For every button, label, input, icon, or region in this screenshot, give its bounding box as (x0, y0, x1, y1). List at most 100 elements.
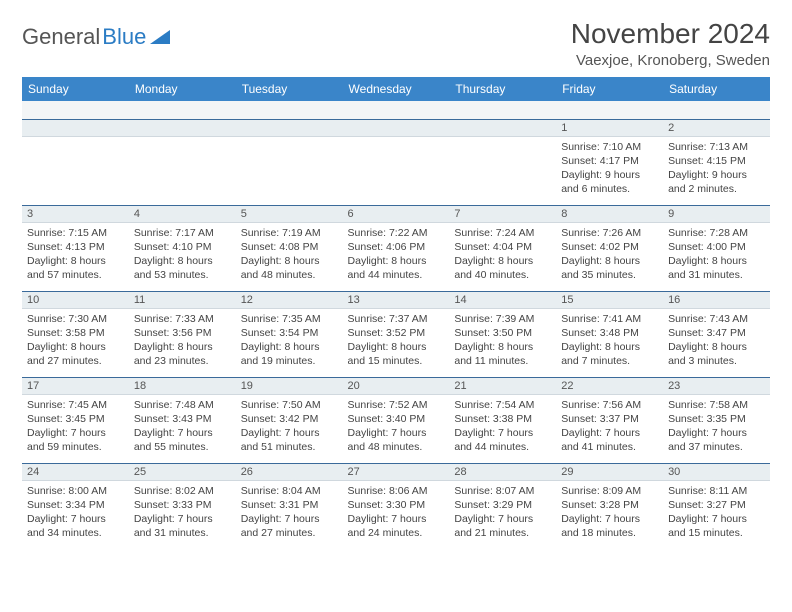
day-details: Sunrise: 7:30 AMSunset: 3:58 PMDaylight:… (22, 309, 129, 373)
day-cell: 25Sunrise: 8:02 AMSunset: 3:33 PMDayligh… (129, 463, 236, 549)
weekday-header-row: SundayMondayTuesdayWednesdayThursdayFrid… (22, 77, 770, 101)
day-details: Sunrise: 8:07 AMSunset: 3:29 PMDaylight:… (449, 481, 556, 545)
logo-text-2: Blue (102, 24, 146, 50)
day-cell: 20Sunrise: 7:52 AMSunset: 3:40 PMDayligh… (343, 377, 450, 463)
day-cell: 8Sunrise: 7:26 AMSunset: 4:02 PMDaylight… (556, 205, 663, 291)
week-row: 10Sunrise: 7:30 AMSunset: 3:58 PMDayligh… (22, 291, 770, 377)
day-cell: 13Sunrise: 7:37 AMSunset: 3:52 PMDayligh… (343, 291, 450, 377)
day-number: 30 (663, 464, 770, 481)
day-details: Sunrise: 8:02 AMSunset: 3:33 PMDaylight:… (129, 481, 236, 545)
week-row: 3Sunrise: 7:15 AMSunset: 4:13 PMDaylight… (22, 205, 770, 291)
spacer-row (22, 101, 770, 119)
day-cell: 9Sunrise: 7:28 AMSunset: 4:00 PMDaylight… (663, 205, 770, 291)
day-number: 11 (129, 292, 236, 309)
day-details: Sunrise: 7:13 AMSunset: 4:15 PMDaylight:… (663, 137, 770, 201)
day-cell: 16Sunrise: 7:43 AMSunset: 3:47 PMDayligh… (663, 291, 770, 377)
day-details: Sunrise: 7:54 AMSunset: 3:38 PMDaylight:… (449, 395, 556, 459)
day-number: 13 (343, 292, 450, 309)
day-details: Sunrise: 8:06 AMSunset: 3:30 PMDaylight:… (343, 481, 450, 545)
day-number: 7 (449, 206, 556, 223)
location: Vaexjoe, Kronoberg, Sweden (571, 52, 770, 69)
day-details: Sunrise: 8:04 AMSunset: 3:31 PMDaylight:… (236, 481, 343, 545)
day-details: Sunrise: 7:15 AMSunset: 4:13 PMDaylight:… (22, 223, 129, 287)
day-details: Sunrise: 7:39 AMSunset: 3:50 PMDaylight:… (449, 309, 556, 373)
day-details: Sunrise: 7:35 AMSunset: 3:54 PMDaylight:… (236, 309, 343, 373)
weekday-header: Thursday (449, 77, 556, 101)
day-cell: 7Sunrise: 7:24 AMSunset: 4:04 PMDaylight… (449, 205, 556, 291)
day-number: 14 (449, 292, 556, 309)
weekday-header: Wednesday (343, 77, 450, 101)
day-number-empty (343, 120, 450, 137)
day-details: Sunrise: 8:09 AMSunset: 3:28 PMDaylight:… (556, 481, 663, 545)
day-cell: 30Sunrise: 8:11 AMSunset: 3:27 PMDayligh… (663, 463, 770, 549)
week-row: 1Sunrise: 7:10 AMSunset: 4:17 PMDaylight… (22, 119, 770, 205)
day-details: Sunrise: 7:41 AMSunset: 3:48 PMDaylight:… (556, 309, 663, 373)
day-number: 25 (129, 464, 236, 481)
day-cell: 1Sunrise: 7:10 AMSunset: 4:17 PMDaylight… (556, 119, 663, 205)
day-cell: 18Sunrise: 7:48 AMSunset: 3:43 PMDayligh… (129, 377, 236, 463)
day-cell (22, 119, 129, 205)
day-number-empty (236, 120, 343, 137)
day-details: Sunrise: 7:24 AMSunset: 4:04 PMDaylight:… (449, 223, 556, 287)
week-row: 17Sunrise: 7:45 AMSunset: 3:45 PMDayligh… (22, 377, 770, 463)
day-cell: 3Sunrise: 7:15 AMSunset: 4:13 PMDaylight… (22, 205, 129, 291)
day-number-empty (129, 120, 236, 137)
day-details: Sunrise: 8:11 AMSunset: 3:27 PMDaylight:… (663, 481, 770, 545)
day-details: Sunrise: 7:50 AMSunset: 3:42 PMDaylight:… (236, 395, 343, 459)
day-details: Sunrise: 7:33 AMSunset: 3:56 PMDaylight:… (129, 309, 236, 373)
weekday-header: Friday (556, 77, 663, 101)
day-number: 18 (129, 378, 236, 395)
weekday-header: Sunday (22, 77, 129, 101)
week-row: 24Sunrise: 8:00 AMSunset: 3:34 PMDayligh… (22, 463, 770, 549)
day-cell (449, 119, 556, 205)
day-details: Sunrise: 7:19 AMSunset: 4:08 PMDaylight:… (236, 223, 343, 287)
day-number: 24 (22, 464, 129, 481)
day-details: Sunrise: 7:56 AMSunset: 3:37 PMDaylight:… (556, 395, 663, 459)
day-number: 8 (556, 206, 663, 223)
day-number: 23 (663, 378, 770, 395)
day-details: Sunrise: 7:52 AMSunset: 3:40 PMDaylight:… (343, 395, 450, 459)
day-number: 12 (236, 292, 343, 309)
calendar-table: SundayMondayTuesdayWednesdayThursdayFrid… (22, 77, 770, 549)
day-cell: 10Sunrise: 7:30 AMSunset: 3:58 PMDayligh… (22, 291, 129, 377)
day-cell: 29Sunrise: 8:09 AMSunset: 3:28 PMDayligh… (556, 463, 663, 549)
day-number: 15 (556, 292, 663, 309)
day-cell: 26Sunrise: 8:04 AMSunset: 3:31 PMDayligh… (236, 463, 343, 549)
day-cell: 24Sunrise: 8:00 AMSunset: 3:34 PMDayligh… (22, 463, 129, 549)
day-cell: 27Sunrise: 8:06 AMSunset: 3:30 PMDayligh… (343, 463, 450, 549)
day-number: 17 (22, 378, 129, 395)
day-number: 28 (449, 464, 556, 481)
day-details: Sunrise: 7:28 AMSunset: 4:00 PMDaylight:… (663, 223, 770, 287)
day-cell: 17Sunrise: 7:45 AMSunset: 3:45 PMDayligh… (22, 377, 129, 463)
day-details: Sunrise: 8:00 AMSunset: 3:34 PMDaylight:… (22, 481, 129, 545)
day-number: 22 (556, 378, 663, 395)
day-cell: 5Sunrise: 7:19 AMSunset: 4:08 PMDaylight… (236, 205, 343, 291)
day-number: 3 (22, 206, 129, 223)
day-cell: 22Sunrise: 7:56 AMSunset: 3:37 PMDayligh… (556, 377, 663, 463)
day-cell: 2Sunrise: 7:13 AMSunset: 4:15 PMDaylight… (663, 119, 770, 205)
day-number: 6 (343, 206, 450, 223)
day-number: 21 (449, 378, 556, 395)
day-number: 19 (236, 378, 343, 395)
logo-triangle-icon (150, 24, 170, 50)
day-number: 29 (556, 464, 663, 481)
day-cell: 11Sunrise: 7:33 AMSunset: 3:56 PMDayligh… (129, 291, 236, 377)
day-cell (236, 119, 343, 205)
day-cell: 21Sunrise: 7:54 AMSunset: 3:38 PMDayligh… (449, 377, 556, 463)
day-details: Sunrise: 7:17 AMSunset: 4:10 PMDaylight:… (129, 223, 236, 287)
day-cell: 14Sunrise: 7:39 AMSunset: 3:50 PMDayligh… (449, 291, 556, 377)
day-details: Sunrise: 7:45 AMSunset: 3:45 PMDaylight:… (22, 395, 129, 459)
month-title: November 2024 (571, 18, 770, 50)
day-cell: 28Sunrise: 8:07 AMSunset: 3:29 PMDayligh… (449, 463, 556, 549)
weekday-header: Tuesday (236, 77, 343, 101)
day-details: Sunrise: 7:58 AMSunset: 3:35 PMDaylight:… (663, 395, 770, 459)
day-number: 20 (343, 378, 450, 395)
day-details: Sunrise: 7:22 AMSunset: 4:06 PMDaylight:… (343, 223, 450, 287)
day-number: 26 (236, 464, 343, 481)
day-number-empty (449, 120, 556, 137)
day-number-empty (22, 120, 129, 137)
day-number: 10 (22, 292, 129, 309)
day-cell: 15Sunrise: 7:41 AMSunset: 3:48 PMDayligh… (556, 291, 663, 377)
logo: GeneralBlue (22, 18, 170, 50)
header: GeneralBlue November 2024 Vaexjoe, Krono… (22, 18, 770, 69)
